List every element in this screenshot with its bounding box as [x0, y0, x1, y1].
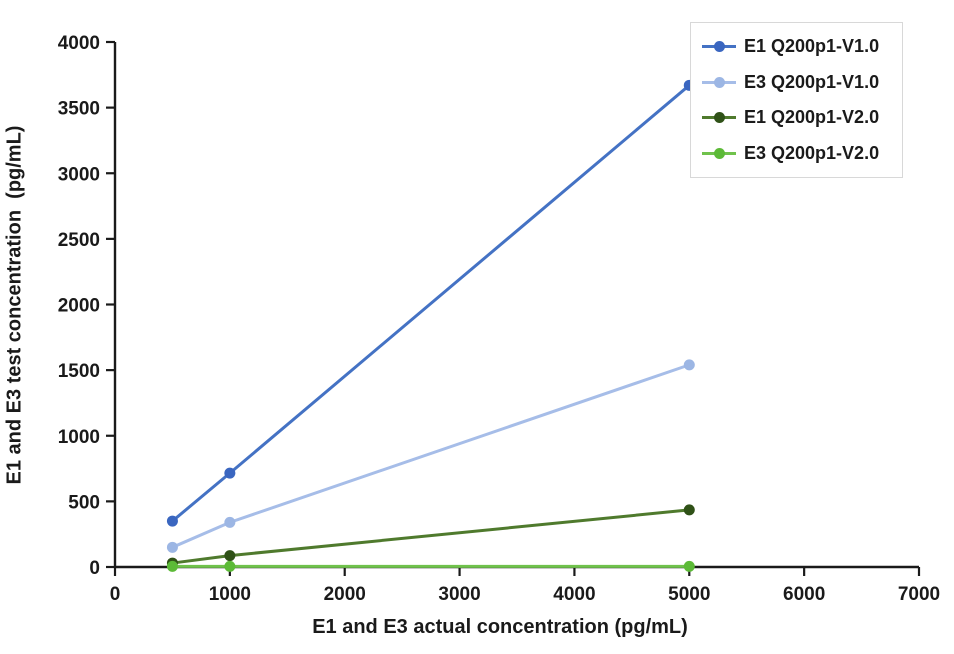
y-axis-title: E1 and E3 test concentration (pg/mL) — [3, 125, 26, 485]
data-point — [224, 467, 236, 479]
data-point — [683, 560, 695, 572]
legend-label: E3 Q200p1-V2.0 — [744, 142, 880, 163]
data-point — [224, 516, 236, 528]
series-line-2 — [172, 508, 690, 565]
x-tick-label: 0 — [110, 584, 121, 605]
legend-item-e1-v1: E1 Q200p1-V1.0 — [691, 36, 902, 57]
y-tick-label: 2500 — [58, 230, 100, 251]
data-point — [224, 560, 236, 572]
x-tick-label: 4000 — [553, 584, 595, 605]
legend-line-dot-icon — [702, 41, 736, 53]
x-tick-label: 3000 — [438, 584, 480, 605]
data-point — [683, 504, 695, 516]
legend-line-dot-icon — [702, 147, 736, 159]
y-tick-label: 3000 — [58, 164, 100, 185]
series-line-0 — [171, 84, 691, 523]
y-tick-label: 500 — [68, 492, 100, 513]
y-tick-label: 1500 — [58, 361, 100, 382]
legend-line-dot-icon — [702, 76, 736, 88]
data-point — [166, 515, 178, 527]
data-point — [166, 541, 178, 553]
y-tick-label: 1000 — [58, 427, 100, 448]
legend-label: E3 Q200p1-V1.0 — [744, 71, 880, 92]
x-tick-label: 7000 — [898, 584, 940, 605]
data-point — [683, 359, 695, 371]
data-point — [224, 550, 236, 562]
legend-line-dot-icon — [702, 112, 736, 124]
legend-item-e3-v1: E3 Q200p1-V1.0 — [691, 72, 902, 93]
x-tick-label: 5000 — [668, 584, 710, 605]
y-tick-label: 3500 — [58, 99, 100, 120]
x-axis-title: E1 and E3 actual concentration (pg/mL) — [312, 616, 688, 638]
x-tick-label: 6000 — [783, 584, 825, 605]
x-tick-label: 2000 — [324, 584, 366, 605]
x-tick-label: 1000 — [209, 584, 251, 605]
y-tick-label: 4000 — [58, 33, 100, 54]
y-tick-label: 0 — [89, 558, 100, 579]
legend-item-e3-v2: E3 Q200p1-V2.0 — [691, 143, 902, 164]
data-point — [166, 560, 178, 572]
legend-label: E1 Q200p1-V1.0 — [744, 36, 880, 57]
y-tick-label: 2000 — [58, 296, 100, 317]
legend: E1 Q200p1-V1.0 E3 Q200p1-V1.0 E1 Q200p1-… — [690, 22, 903, 178]
legend-item-e1-v2: E1 Q200p1-V2.0 — [691, 107, 902, 128]
legend-label: E1 Q200p1-V2.0 — [744, 107, 880, 128]
